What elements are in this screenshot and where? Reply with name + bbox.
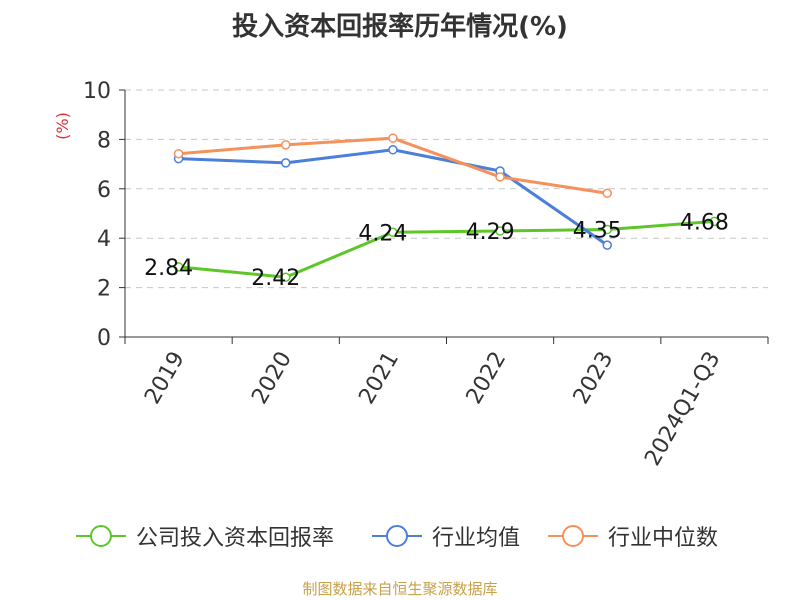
data-point <box>281 158 291 168</box>
x-tick-label: 2021 <box>354 348 404 409</box>
grid-lines <box>125 89 768 289</box>
y-axis-label: (%) <box>53 112 72 140</box>
x-tick-label: 2022 <box>462 348 512 409</box>
x-tick-label: 2024Q1-Q3 <box>640 348 725 471</box>
data-label: 2.84 <box>144 256 193 281</box>
y-tick-label: 10 <box>83 79 111 104</box>
data-point <box>173 262 184 272</box>
y-tick-label: 2 <box>97 277 111 302</box>
series-line <box>178 219 715 279</box>
data-point <box>173 148 184 159</box>
series-lines <box>173 133 720 282</box>
legend-label: 公司投入资本回报率 <box>136 526 335 551</box>
data-point <box>709 216 720 227</box>
source-note: 制图数据来自恒生聚源数据库 <box>302 580 498 598</box>
y-tick-label: 8 <box>97 128 111 153</box>
legend-item[interactable]: 公司投入资本回报率 <box>76 522 335 551</box>
legend-label: 行业均值 <box>432 526 521 551</box>
data-point <box>495 172 505 182</box>
legend-item[interactable]: 行业中位数 <box>548 522 719 551</box>
data-point <box>388 227 398 238</box>
data-label: 4.35 <box>573 219 622 244</box>
data-point <box>495 226 505 236</box>
data-label: 4.68 <box>680 210 729 235</box>
data-label: 4.24 <box>358 221 407 246</box>
x-tick-label: 2023 <box>569 348 619 409</box>
legend-label: 行业中位数 <box>608 526 719 551</box>
y-tick-label: 4 <box>97 227 111 252</box>
y-tick-label: 6 <box>97 178 111 203</box>
y-tick-label: 0 <box>97 326 111 351</box>
data-point <box>602 188 612 198</box>
legend-marker-icon <box>76 525 126 547</box>
data-point <box>602 224 612 235</box>
y-tick-labels: 0 2 4 6 8 10 <box>83 79 111 351</box>
legend-item[interactable]: 行业均值 <box>372 522 521 551</box>
legend-marker-icon <box>372 525 422 547</box>
data-label: 2.42 <box>251 266 300 291</box>
x-tick-labels: 2019 2020 2021 2022 2023 2024Q1-Q3 <box>140 348 725 471</box>
axes <box>119 89 769 344</box>
x-tick-label: 2020 <box>247 348 297 409</box>
data-point <box>281 140 291 150</box>
data-labels: 2.84 2.42 4.24 4.29 4.35 4.68 <box>144 210 729 291</box>
chart-title: 投入资本回报率历年情况(%) <box>232 12 568 42</box>
x-tick-label: 2019 <box>140 348 190 409</box>
data-label: 4.29 <box>466 220 515 245</box>
data-point <box>388 133 398 143</box>
data-point <box>388 145 398 155</box>
legend-marker-icon <box>548 525 598 547</box>
data-point <box>602 240 612 250</box>
data-point <box>281 272 291 282</box>
